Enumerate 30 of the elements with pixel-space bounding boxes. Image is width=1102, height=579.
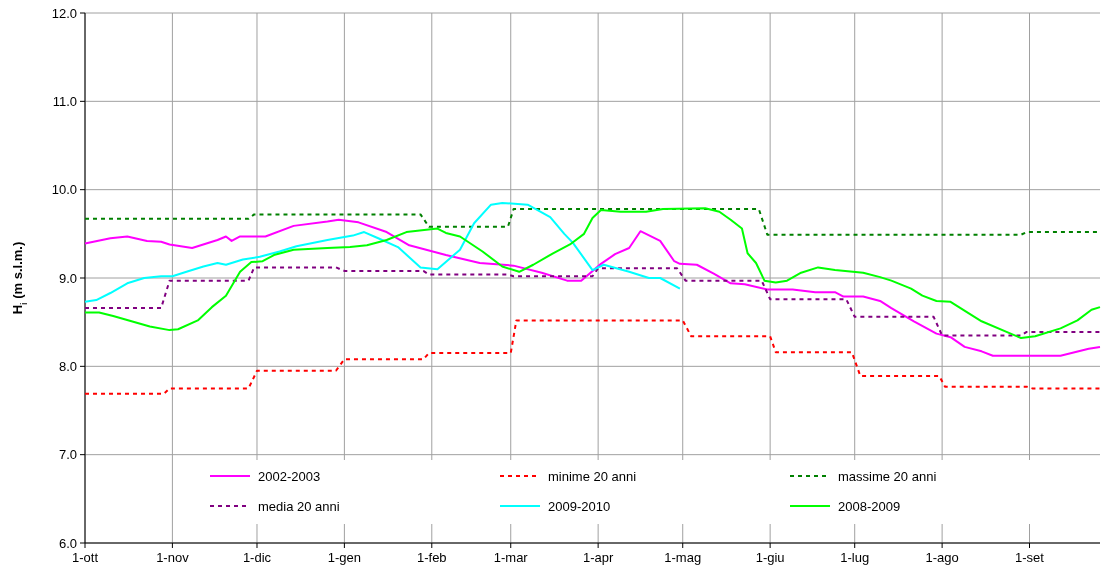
y-tick-label: 6.0 [58,535,77,551]
legend-label: media 20 anni [258,498,340,514]
y-tick-label: 12.0 [51,5,77,21]
line-series [84,266,1101,337]
x-tick-label: 1-mar [493,550,529,565]
x-tick-label: 1-ago [925,550,959,565]
legend-label: minime 20 anni [548,468,637,484]
line-series [84,207,1101,340]
line-series [84,218,1101,357]
legend-label: massime 20 anni [838,468,937,484]
x-tick-label: 1-lug [840,550,870,565]
line-series [84,319,1101,395]
x-tick-label: 1-mag [664,550,702,565]
y-tick-label: 8.0 [58,358,77,374]
x-tick-label: 1-set [1015,550,1045,565]
x-tick-label: 1-dic [242,550,272,565]
x-tick-label: 1-feb [416,550,447,565]
x-tick-label: 1-nov [156,550,190,565]
x-tick-label: 1-giu [755,550,785,565]
y-tick-label: 7.0 [58,447,77,463]
x-tick-label: 1-ott [71,550,99,565]
y-tick-label: 10.0 [51,182,77,198]
legend-label: 2002-2003 [258,468,321,484]
x-tick-label: 1-apr [582,550,614,565]
y-tick-label: 9.0 [58,270,77,286]
x-tick-label: 1-gen [327,550,362,565]
legend-label: 2009-2010 [548,498,611,514]
y-tick-label: 11.0 [52,93,77,109]
line-series [84,201,681,303]
legend-label: 2008-2009 [838,498,901,514]
